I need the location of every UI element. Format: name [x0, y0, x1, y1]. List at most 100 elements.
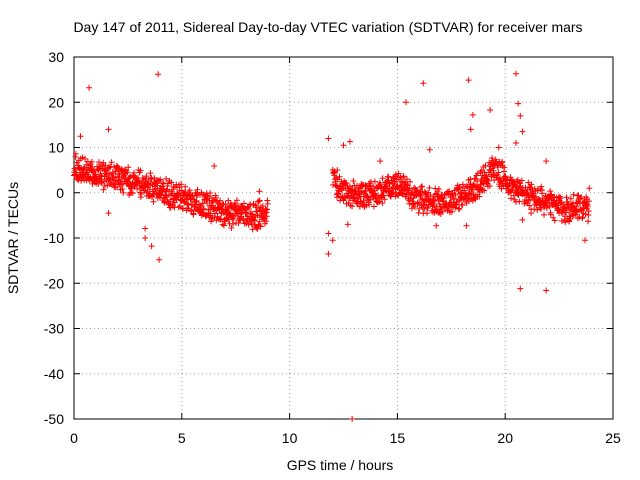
data-point: [561, 205, 568, 212]
data-point: [547, 188, 554, 195]
data-point: [377, 158, 384, 165]
data-point: [86, 84, 93, 91]
data-point: [380, 192, 387, 199]
data-point: [433, 222, 440, 229]
data-point: [543, 287, 550, 294]
data-point: [471, 195, 478, 202]
data-point: [557, 195, 564, 202]
grid-lines: [74, 57, 613, 419]
data-point: [539, 190, 546, 197]
data-point: [490, 167, 497, 174]
data-point: [424, 204, 431, 211]
data-point: [254, 212, 261, 219]
data-point: [501, 164, 508, 171]
data-point: [203, 196, 210, 203]
data-point: [519, 216, 526, 223]
data-point: [436, 200, 443, 207]
data-point: [460, 181, 467, 188]
data-point: [229, 221, 236, 228]
x-tick-label: 15: [390, 430, 406, 446]
data-point: [558, 217, 565, 224]
data-point: [464, 195, 471, 202]
data-point: [168, 179, 175, 186]
data-point: [526, 202, 533, 209]
data-point: [192, 199, 199, 206]
data-point: [453, 201, 460, 208]
data-point: [219, 221, 226, 228]
data-point: [367, 196, 374, 203]
x-tick-label: 0: [70, 430, 78, 446]
data-point: [386, 180, 393, 187]
data-point: [439, 208, 446, 215]
data-point: [543, 205, 550, 212]
data-point: [371, 178, 378, 185]
data-point: [362, 187, 369, 194]
data-point: [100, 178, 107, 185]
data-point: [429, 203, 436, 210]
data-point: [142, 175, 149, 182]
data-point: [142, 225, 149, 232]
data-point: [264, 200, 271, 207]
data-point: [580, 205, 587, 212]
data-point: [512, 139, 519, 146]
data-point: [488, 155, 495, 162]
data-point: [537, 206, 544, 213]
data-point: [363, 202, 370, 209]
y-tick-label: 0: [56, 185, 64, 201]
data-point: [512, 70, 519, 77]
data-point: [80, 166, 87, 173]
data-point: [585, 198, 592, 205]
data-point: [349, 416, 356, 422]
data-point: [398, 178, 405, 185]
data-point: [352, 186, 359, 193]
data-point: [156, 256, 163, 263]
data-point: [175, 204, 182, 211]
data-point: [124, 169, 131, 176]
data-point: [334, 167, 341, 174]
data-point: [146, 186, 153, 193]
data-point: [343, 180, 350, 187]
data-point: [400, 173, 407, 180]
data-point: [88, 158, 95, 165]
data-point: [445, 203, 452, 210]
data-point: [507, 174, 514, 181]
data-point: [121, 170, 128, 177]
data-point: [463, 183, 470, 190]
data-point: [395, 170, 402, 177]
data-point: [233, 197, 240, 204]
data-point: [200, 205, 207, 212]
data-point: [164, 196, 171, 203]
data-point: [528, 181, 535, 188]
data-point: [404, 182, 411, 189]
data-point: [259, 202, 266, 209]
data-point: [495, 169, 502, 176]
data-point: [467, 176, 474, 183]
data-point: [403, 99, 410, 106]
data-point: [129, 190, 136, 197]
data-point: [346, 138, 353, 145]
data-point: [164, 186, 171, 193]
data-point: [531, 206, 538, 213]
data-point: [150, 198, 157, 205]
data-point: [370, 183, 377, 190]
data-point: [148, 243, 155, 250]
data-point: [508, 195, 515, 202]
data-point: [584, 202, 591, 209]
data-point: [486, 166, 493, 173]
x-tick-label: 20: [497, 430, 513, 446]
data-point: [499, 158, 506, 165]
y-tick-label: -10: [44, 230, 64, 246]
data-point: [465, 77, 472, 84]
data-point: [245, 205, 252, 212]
data-point: [566, 218, 573, 225]
data-point: [157, 176, 164, 183]
data-point: [256, 218, 263, 225]
data-point: [426, 146, 433, 153]
data-point: [325, 230, 332, 237]
data-point: [543, 158, 550, 165]
data-point: [159, 189, 166, 196]
y-tick-label: 30: [48, 49, 64, 65]
data-point: [410, 195, 417, 202]
data-point: [421, 206, 428, 213]
